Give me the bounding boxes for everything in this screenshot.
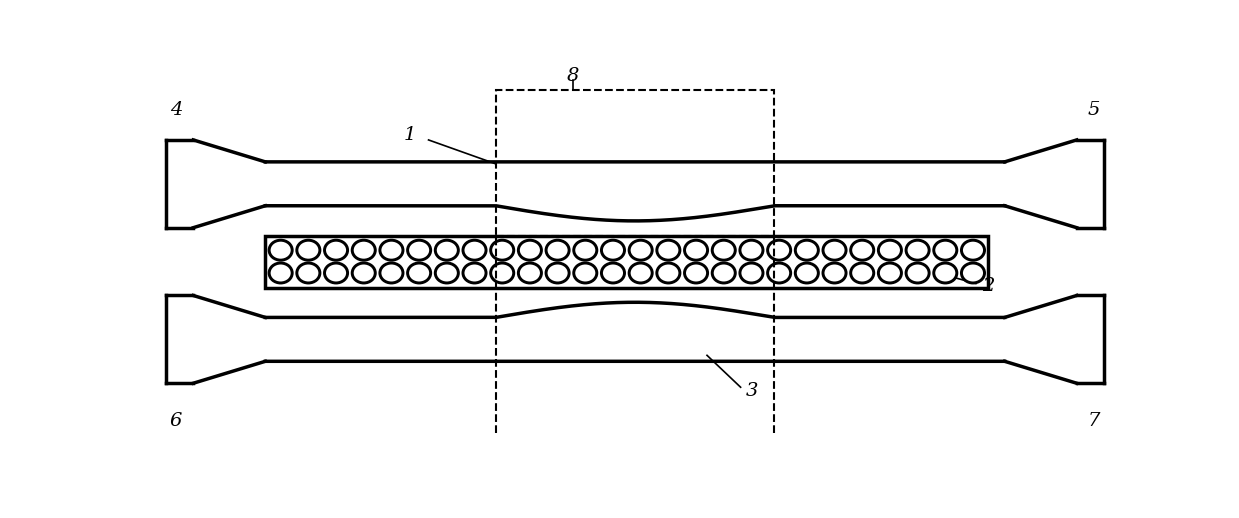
Ellipse shape	[740, 240, 763, 260]
Ellipse shape	[961, 240, 985, 260]
Ellipse shape	[934, 263, 957, 283]
Ellipse shape	[657, 240, 680, 260]
Ellipse shape	[712, 240, 735, 260]
Text: 1: 1	[403, 126, 415, 144]
Ellipse shape	[684, 263, 707, 283]
Ellipse shape	[629, 263, 652, 283]
Ellipse shape	[823, 240, 846, 260]
Ellipse shape	[297, 240, 320, 260]
Ellipse shape	[546, 240, 569, 260]
Ellipse shape	[768, 240, 790, 260]
Ellipse shape	[491, 263, 514, 283]
Ellipse shape	[601, 263, 624, 283]
Ellipse shape	[352, 263, 375, 283]
Ellipse shape	[878, 240, 902, 260]
Text: 6: 6	[170, 412, 182, 430]
Ellipse shape	[906, 263, 929, 283]
Ellipse shape	[546, 263, 569, 283]
Ellipse shape	[463, 240, 486, 260]
Ellipse shape	[601, 240, 624, 260]
Bar	[496, 90, 774, 236]
Ellipse shape	[435, 240, 458, 260]
Text: 8: 8	[566, 67, 579, 85]
Ellipse shape	[712, 263, 735, 283]
Ellipse shape	[961, 263, 985, 283]
Ellipse shape	[325, 240, 348, 260]
Ellipse shape	[352, 240, 375, 260]
Ellipse shape	[684, 240, 707, 260]
Ellipse shape	[851, 263, 873, 283]
Ellipse shape	[823, 263, 846, 283]
Ellipse shape	[325, 263, 348, 283]
Ellipse shape	[657, 263, 680, 283]
Ellipse shape	[740, 263, 763, 283]
Ellipse shape	[463, 263, 486, 283]
Ellipse shape	[768, 263, 790, 283]
Text: 2: 2	[983, 277, 995, 295]
Ellipse shape	[795, 263, 818, 283]
Ellipse shape	[297, 263, 320, 283]
Ellipse shape	[518, 263, 541, 283]
Ellipse shape	[878, 263, 902, 283]
Text: 4: 4	[170, 101, 182, 119]
Ellipse shape	[574, 240, 597, 260]
Ellipse shape	[269, 263, 292, 283]
Ellipse shape	[408, 240, 431, 260]
Bar	[265, 236, 989, 287]
Ellipse shape	[380, 263, 403, 283]
Ellipse shape	[380, 240, 403, 260]
Text: 7: 7	[1088, 412, 1100, 430]
Ellipse shape	[491, 240, 514, 260]
Ellipse shape	[408, 263, 431, 283]
Ellipse shape	[906, 240, 929, 260]
Ellipse shape	[934, 240, 957, 260]
Ellipse shape	[269, 240, 292, 260]
Text: 5: 5	[1088, 101, 1100, 119]
Ellipse shape	[518, 240, 541, 260]
Ellipse shape	[795, 240, 818, 260]
Ellipse shape	[435, 263, 458, 283]
Text: 3: 3	[746, 382, 758, 400]
Ellipse shape	[851, 240, 873, 260]
Ellipse shape	[629, 240, 652, 260]
Ellipse shape	[574, 263, 597, 283]
